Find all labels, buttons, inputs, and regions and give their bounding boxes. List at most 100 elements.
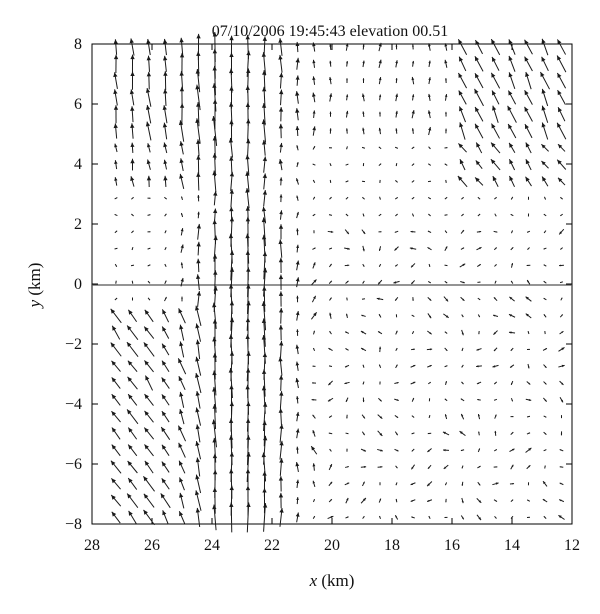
vector-arrow (295, 428, 300, 439)
vector-arrow (212, 83, 217, 112)
vector-arrow (509, 296, 515, 302)
vector-arrow (477, 465, 481, 469)
vector-arrow (377, 430, 383, 437)
vector-arrow (526, 348, 531, 350)
vector-arrow (295, 310, 300, 321)
vector-arrow (493, 448, 498, 452)
vector-arrow (312, 480, 316, 488)
vector-arrow (179, 477, 185, 491)
vector-arrow (163, 88, 168, 106)
vector-arrow (312, 463, 316, 471)
x-tick-label: 20 (324, 537, 340, 554)
vector-arrow (377, 448, 383, 452)
vector-arrow (477, 263, 481, 267)
vector-arrow (126, 409, 139, 425)
vector-arrow (328, 365, 333, 367)
vector-arrow (492, 105, 499, 123)
vector-arrow (164, 196, 167, 200)
vector-arrow (195, 118, 201, 144)
vector-arrow (312, 247, 316, 250)
vector-arrow (459, 430, 466, 437)
vector-arrow (312, 59, 316, 68)
vector-arrow (475, 160, 483, 170)
vector-arrow (345, 110, 349, 118)
vector-arrow (379, 482, 381, 486)
vector-arrow (345, 348, 349, 351)
vector-arrow (111, 377, 121, 389)
vector-arrow (427, 197, 432, 200)
vector-arrow (228, 367, 234, 399)
vector-arrow (459, 122, 466, 140)
vector-arrow (278, 158, 283, 171)
vector-arrow (460, 449, 465, 452)
vector-arrow (164, 263, 167, 267)
vector-arrow (543, 313, 547, 318)
vector-arrow (460, 398, 465, 402)
y-tick-label: −4 (65, 396, 82, 413)
vector-arrow (444, 59, 448, 68)
vector-arrow (261, 103, 267, 126)
vector-arrow (328, 380, 333, 386)
vector-arrow (525, 398, 532, 401)
vector-arrow (444, 331, 448, 334)
vector-arrow (228, 334, 234, 365)
vector-arrow (362, 44, 365, 50)
x-tick-label: 18 (384, 537, 400, 554)
vector-arrow (246, 351, 251, 382)
vector-arrow (162, 105, 168, 124)
vector-arrow (127, 460, 138, 474)
vector-arrow (229, 189, 234, 208)
vector-arrow (147, 280, 151, 284)
vector-arrow (262, 503, 268, 532)
vector-arrow (161, 309, 170, 323)
vector-arrow (461, 213, 464, 217)
vector-arrow (427, 180, 432, 183)
vector-arrow (474, 123, 484, 139)
vector-arrow (146, 159, 151, 170)
vector-arrow (461, 497, 464, 504)
vector-arrow (476, 381, 482, 385)
x-tick-label: 12 (564, 537, 580, 554)
vector-arrow (114, 143, 118, 153)
vector-arrow (296, 195, 299, 201)
vector-arrow (111, 410, 121, 423)
vector-arrow (212, 208, 218, 222)
vector-arrow (146, 55, 151, 72)
vector-arrow (262, 267, 268, 297)
vector-arrow (180, 262, 184, 269)
vector-arrow (262, 402, 268, 432)
vector-arrow (494, 515, 497, 519)
vector-arrow (279, 507, 284, 527)
vector-arrow (310, 311, 318, 320)
vector-arrow (560, 297, 563, 301)
vector-arrow (195, 407, 202, 426)
vector-arrow (212, 65, 217, 96)
vector-arrow (162, 55, 168, 72)
vector-arrow (261, 217, 267, 247)
vector-arrow (179, 408, 185, 425)
vector-arrow (557, 177, 566, 186)
vector-arrow (164, 213, 167, 217)
vector-arrow (130, 54, 135, 73)
vector-arrow (329, 93, 333, 102)
vector-arrow (278, 123, 284, 139)
vector-arrow (161, 444, 170, 456)
vector-arrow (525, 142, 532, 154)
vector-arrow (476, 498, 482, 504)
vector-arrow (179, 173, 185, 190)
vector-arrow (494, 414, 497, 419)
vector-arrow (394, 382, 399, 384)
x-tick-label: 14 (504, 537, 520, 554)
vector-arrow (362, 364, 365, 368)
vector-arrow (477, 398, 481, 401)
vector-arrow (411, 180, 415, 183)
vector-arrow (395, 93, 399, 102)
vector-arrow (410, 499, 416, 502)
vector-arrow (278, 107, 284, 122)
vector-arrow (144, 309, 154, 323)
vector-arrow (362, 213, 365, 217)
vector-arrow (111, 511, 121, 524)
vector-arrow (510, 347, 514, 352)
vector-arrow (445, 498, 447, 503)
vector-arrow (527, 213, 530, 217)
